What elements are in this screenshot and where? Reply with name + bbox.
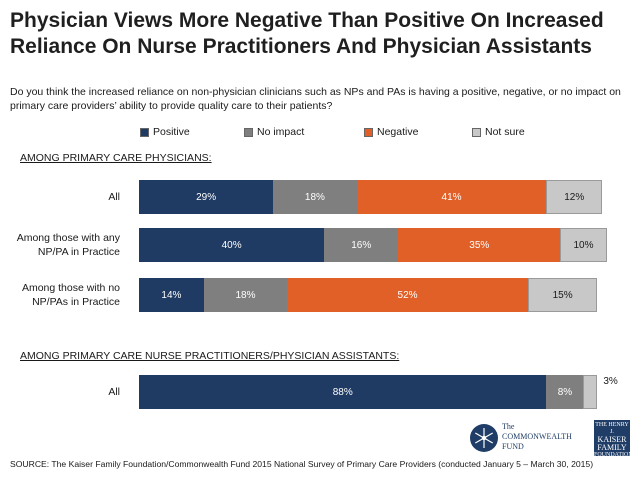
category-label-line: NP/PAs in Practice [32,296,120,308]
kff-logo-line-2: KAISER [597,435,627,444]
bar-segment-not-sure [583,375,598,409]
legend-label: Positive [153,126,190,138]
legend-item-positive: Positive [140,126,190,138]
bar-row: 14% 18% 52% 15% [139,278,602,312]
legend-label: No impact [257,126,305,138]
bar-segment-positive: 40% [139,228,325,262]
category-label: All [0,190,120,204]
kff-logo-line-1: THE HENRY J. [595,422,629,435]
bar-segment-no-impact: 18% [203,278,288,312]
category-label: Among those with any NP/PA in Practice [0,231,120,259]
legend-item-not-sure: Not sure [472,126,525,138]
logos: The COMMONWEALTH FUND THE HENRY J. KAISE… [470,420,633,458]
bar-segment-not-sure: 12% [546,180,602,214]
source-note: SOURCE: The Kaiser Family Foundation/Com… [10,459,594,469]
bar-segment-no-impact: 18% [273,180,357,214]
legend-swatch [244,127,253,137]
bar-row: 40% 16% 35% 10% [139,228,607,262]
kff-logo-line-3: FAMILY [597,443,627,452]
survey-question: Do you think the increased reliance on n… [10,86,621,112]
commonwealth-fund-logo: The COMMONWEALTH FUND [470,420,590,456]
bar-row: 88% 8% [139,375,602,409]
data-label: 3% [603,376,618,387]
legend-item-no-impact: No impact [244,126,304,138]
cf-logo-line-3: FUND [502,442,524,451]
bar-segment-negative: 35% [398,228,561,262]
category-label-line: All [108,386,120,398]
bar-segment-positive: 29% [139,180,274,214]
legend-swatch [472,127,481,137]
bar-segment-no-impact: 8% [546,375,584,409]
cf-logo-line-1: The [502,422,515,431]
bar-segment-not-sure: 15% [527,278,598,312]
chart-legend: Positive No impact Negative Not sure [140,126,620,140]
section-label-np-pa: AMONG PRIMARY CARE NURSE PRACTITIONERS/P… [20,350,400,362]
page-title: Physician Views More Negative Than Posit… [10,9,604,58]
category-label-line: Among those with no [21,282,120,294]
legend-item-negative: Negative [364,126,418,138]
bar-segment-no-impact: 16% [324,228,399,262]
category-label: Among those with no NP/PAs in Practice [0,281,120,309]
legend-swatch [140,127,149,137]
bar-segment-negative: 41% [356,180,547,214]
bar-segment-positive: 88% [139,375,547,409]
bar-segment-not-sure: 10% [560,228,607,262]
category-label: All [0,385,120,399]
bar-segment-positive: 14% [139,278,204,312]
legend-swatch [364,127,373,137]
category-label-line: NP/PA in Practice [37,246,120,258]
category-label-line: Among those with any [16,232,120,244]
legend-label: Not sure [485,126,525,138]
bar-segment-negative: 52% [287,278,528,312]
kaiser-family-foundation-logo: THE HENRY J. KAISER FAMILY FOUNDATION [594,420,633,458]
kff-logo-line-4: FOUNDATION [594,452,633,458]
category-label-line: All [108,191,120,203]
section-label-physicians: AMONG PRIMARY CARE PHYSICIANS: [20,152,212,164]
bar-row: 29% 18% 41% 12% [139,180,602,214]
snowflake-icon [470,424,498,452]
cf-logo-line-2: COMMONWEALTH [502,432,572,441]
legend-label: Negative [377,126,419,138]
